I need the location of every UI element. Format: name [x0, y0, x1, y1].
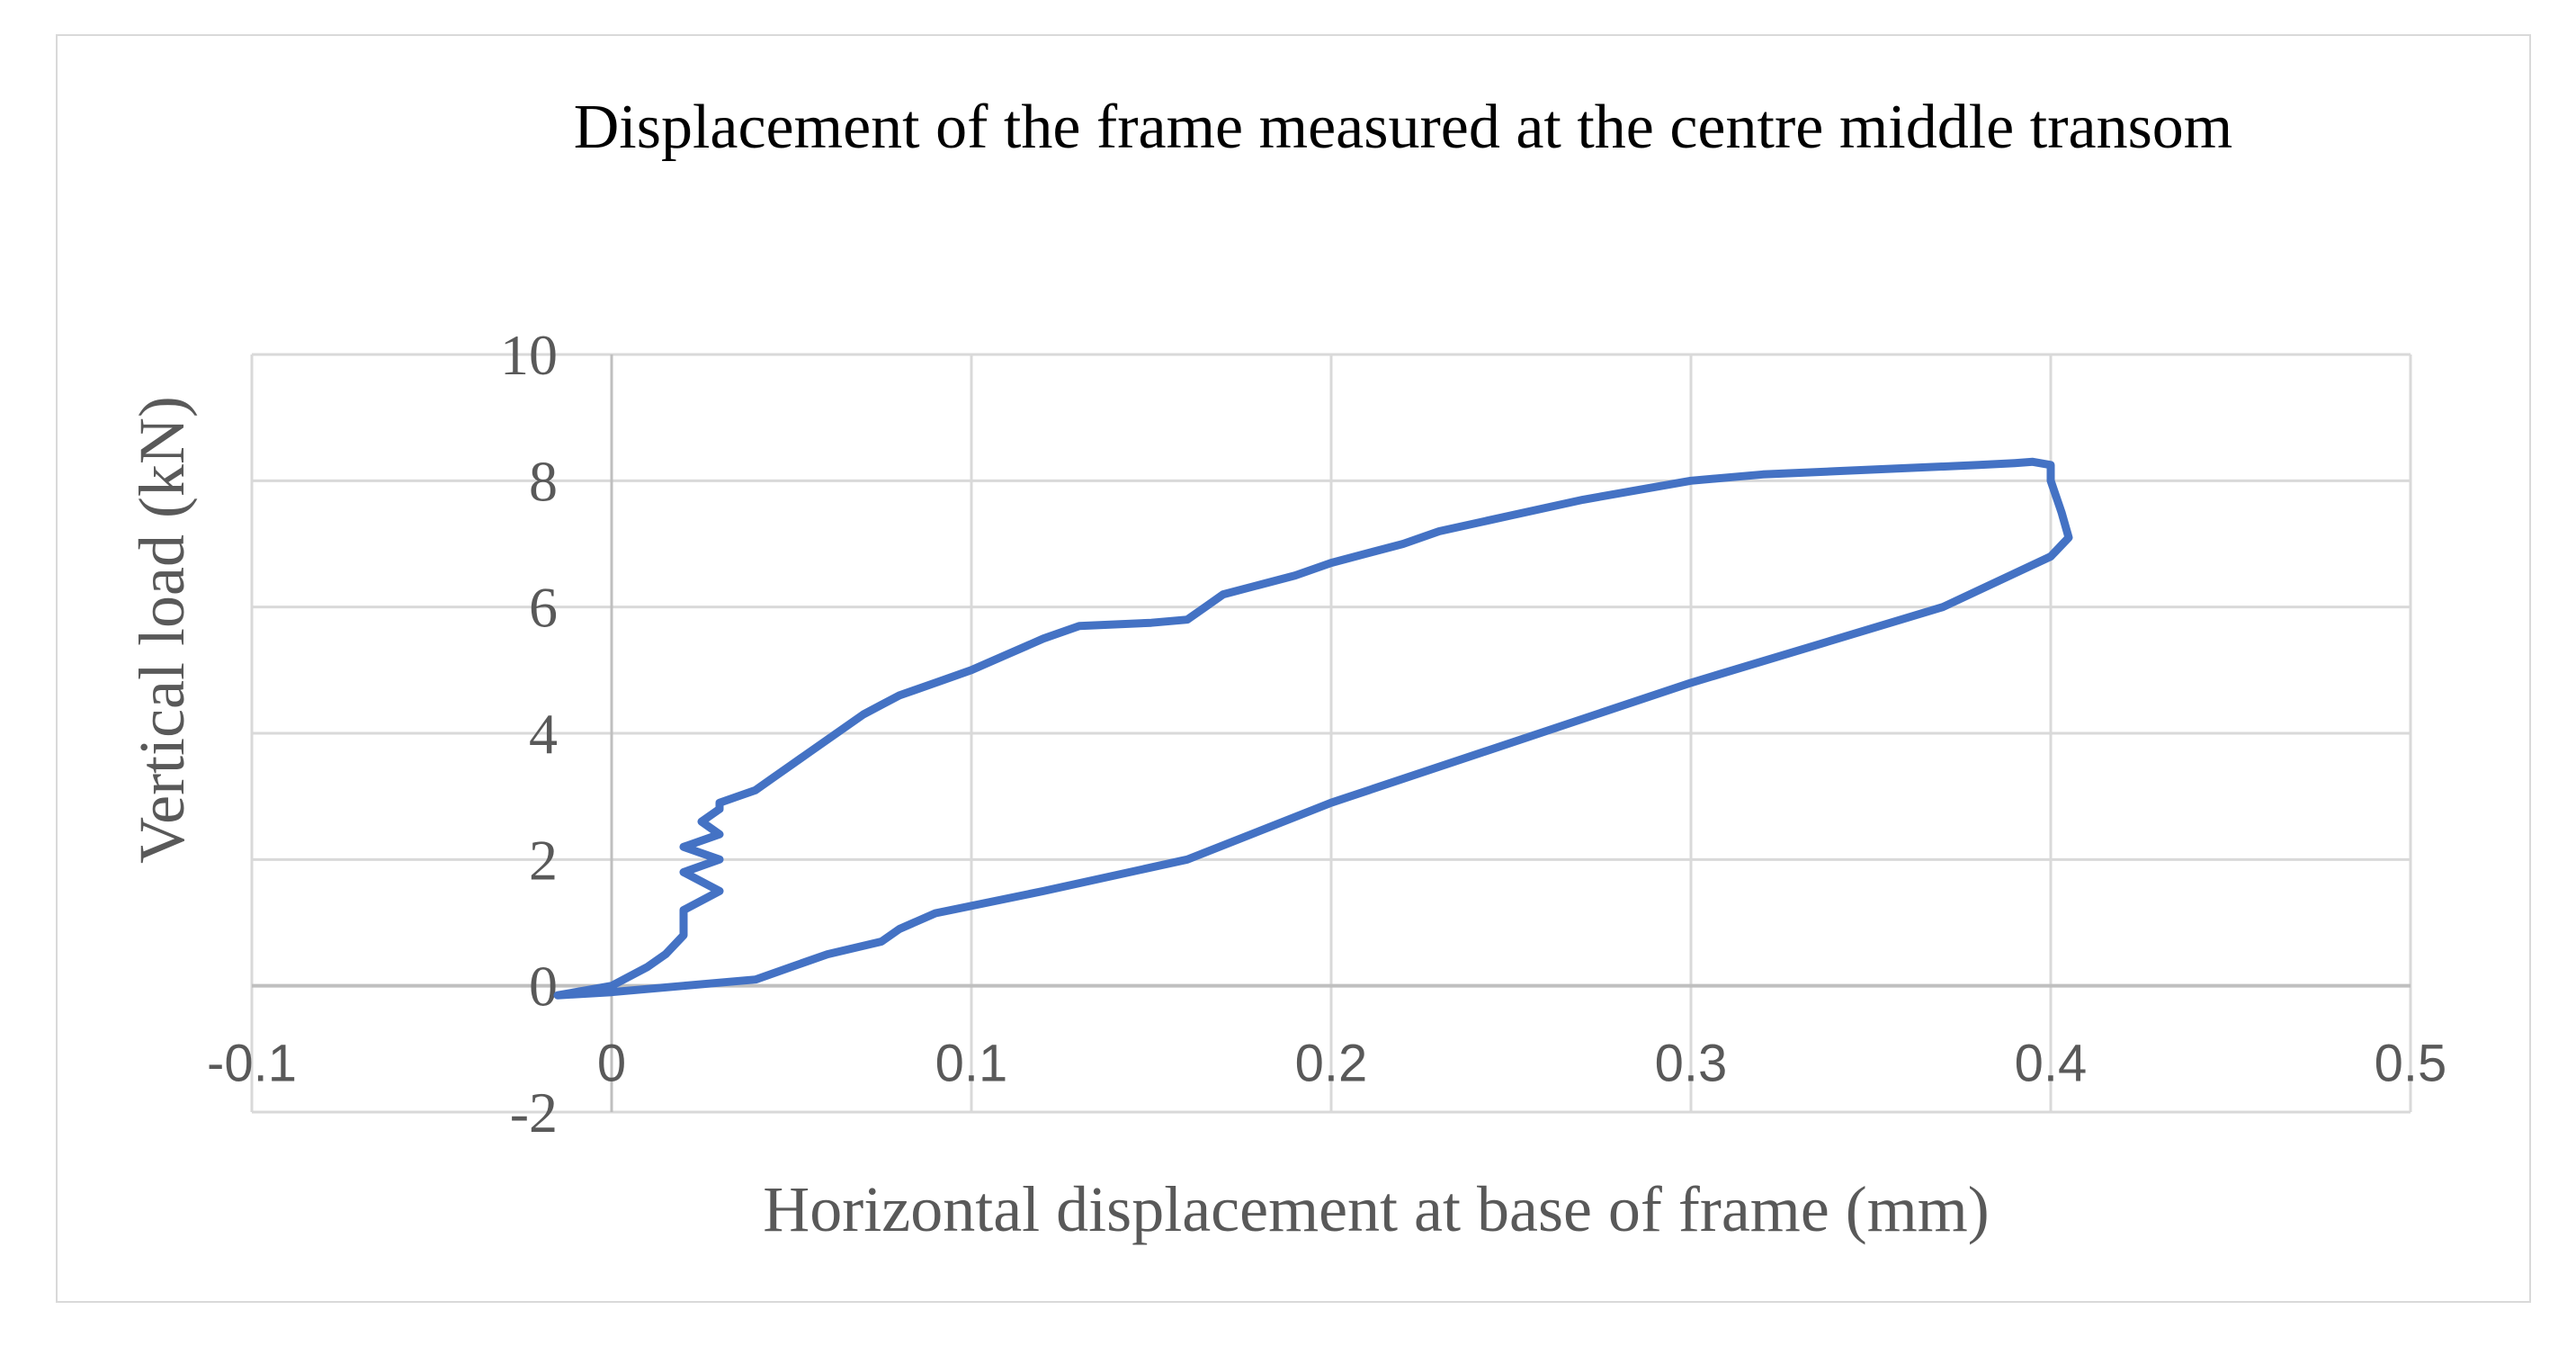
x-tick-label: 0.2: [1295, 1035, 1368, 1093]
chart-title: Displacement of the frame measured at th…: [573, 93, 2233, 162]
y-tick-label: 0: [529, 955, 558, 1018]
y-tick-label: 2: [529, 828, 558, 892]
x-tick-label: 0.4: [2015, 1035, 2088, 1093]
gridlines: [250, 353, 2412, 1114]
x-tick-label: -0.1: [207, 1035, 297, 1093]
y-tick-label: 8: [529, 449, 558, 513]
data-series: [553, 457, 2073, 1000]
y-tick-label: 10: [500, 323, 558, 387]
series-line: [553, 457, 2073, 1000]
x-tick-label: 0: [597, 1035, 626, 1093]
y-axis-title: Vertical load (kN): [126, 396, 198, 864]
x-tick-label: 0.5: [2375, 1035, 2447, 1093]
x-tick-label: 0.1: [935, 1035, 1008, 1093]
y-tick-label: -2: [510, 1081, 558, 1144]
y-tick-label: 6: [529, 576, 558, 640]
x-tick-label: 0.3: [1655, 1035, 1728, 1093]
y-tick-label: 4: [529, 702, 558, 766]
chart-frame: [56, 34, 2531, 1303]
tick-labels: -2 0 2 4 6 8 10 -0.1 0 0.1 0.2 0.3 0.4 0.5: [207, 323, 2446, 1144]
x-axis-title: Horizontal displacement at base of frame…: [763, 1173, 1989, 1245]
